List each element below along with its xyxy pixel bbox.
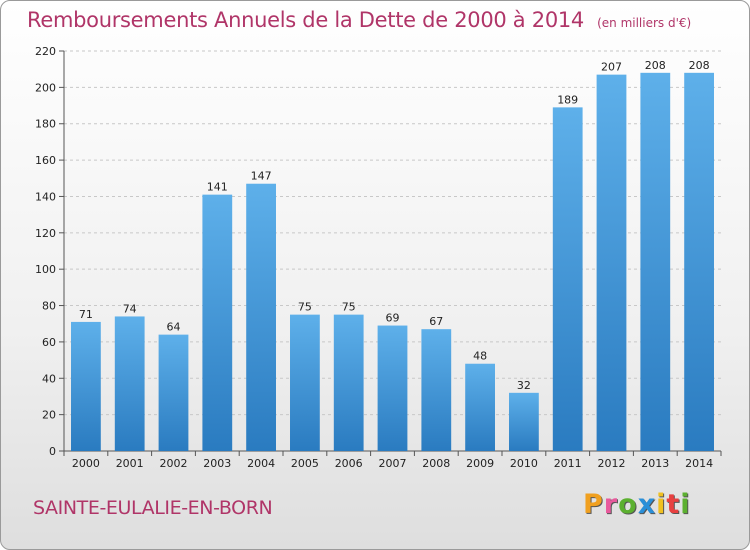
bar-value-label: 75 [298,301,312,314]
bar-value-label: 71 [79,308,93,321]
logo-letter: P [583,489,604,520]
x-tick-label: 2012 [598,457,626,470]
bar-value-label: 141 [207,181,228,194]
y-tick-label: 140 [35,190,56,203]
title-row: Remboursements Annuels de la Dette de 20… [27,8,691,32]
y-tick-label: 220 [35,45,56,58]
logo-letter: x [637,489,657,520]
bar-2004 [246,183,276,451]
logo-letter: i [680,489,691,520]
bar-value-label: 32 [517,379,531,392]
bar-2002 [158,334,189,451]
x-tick-label: 2000 [72,457,100,470]
y-tick-label: 0 [49,445,56,458]
bar-value-label: 208 [645,59,666,72]
logo-letter: t [666,489,681,520]
bar-2014 [684,72,714,452]
x-tick-label: 2010 [510,457,538,470]
bar-value-label: 67 [429,315,443,328]
bar-2001 [114,316,145,451]
x-tick-label: 2011 [554,457,582,470]
y-tick-label: 120 [35,227,56,240]
bar-value-label: 75 [342,301,356,314]
y-tick-label: 20 [42,409,56,422]
logo-letter: r [603,489,619,520]
bar-2005 [290,314,320,451]
chart-unit: (en milliers d'€) [597,16,692,30]
bar-value-label: 74 [123,302,137,315]
bar-2006 [333,314,364,451]
x-tick-label: 2001 [116,457,144,470]
bar-2000 [71,321,101,451]
bar-2009 [465,363,495,451]
bar-value-label: 48 [473,350,487,363]
x-tick-label: 2008 [422,457,450,470]
x-tick-label: 2006 [335,457,363,470]
logo-letter: i [656,489,667,520]
bar-2012 [596,74,627,452]
y-tick-label: 60 [42,336,56,349]
bar-value-label: 189 [557,93,578,106]
commune-name: SAINTE-EULALIE-EN-BORN [33,497,273,519]
x-tick-label: 2004 [247,457,275,470]
x-tick-label: 2005 [291,457,319,470]
y-tick-label: 160 [35,154,56,167]
x-tick-label: 2009 [466,457,494,470]
y-tick-label: 40 [42,372,56,385]
bar-2010 [509,392,539,451]
y-tick-label: 100 [35,263,56,276]
bar-value-label: 208 [689,59,710,72]
x-tick-label: 2003 [203,457,231,470]
bar-value-label: 64 [167,321,181,334]
bar-2007 [377,325,408,451]
bar-2011 [552,107,583,451]
y-tick-label: 180 [35,118,56,131]
x-tick-label: 2002 [160,457,188,470]
bar-value-label: 69 [386,312,400,325]
bar-2003 [202,194,233,452]
proxiti-logo: Proxiti [583,489,691,520]
y-tick-label: 200 [35,81,56,94]
x-tick-label: 2007 [379,457,407,470]
chart-title: Remboursements Annuels de la Dette de 20… [27,8,584,32]
y-tick-label: 80 [42,300,56,313]
bar-value-label: 207 [601,61,622,74]
x-tick-label: 2014 [685,457,713,470]
x-tick-label: 2013 [641,457,669,470]
bar-2008 [421,329,452,451]
bar-2013 [640,72,671,452]
bar-value-label: 147 [251,170,272,183]
logo-letter: o [618,489,638,520]
